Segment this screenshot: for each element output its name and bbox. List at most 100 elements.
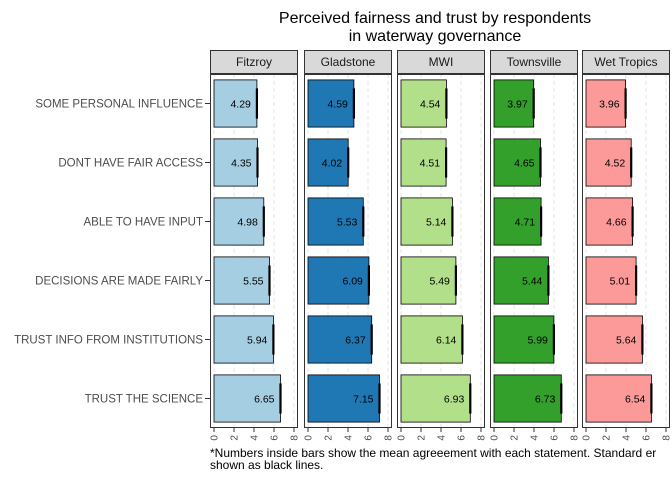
bar [213, 374, 281, 423]
data-label: 4.51 [420, 158, 441, 170]
bar [213, 315, 274, 364]
x-tick-label: 2 [510, 435, 521, 441]
x-tick-label: 4 [344, 435, 355, 441]
x-tick-label: 8 [384, 435, 395, 441]
category-axis-labels: SOME PERSONAL INFLUENCE DONT HAVE FAIR AC… [14, 99, 210, 406]
x-tick-label: 8 [477, 435, 488, 441]
bar [307, 138, 349, 187]
data-label: 7.15 [353, 394, 374, 406]
bar [213, 197, 265, 246]
bar [307, 197, 364, 246]
chart-title: Perceived fairness and trust by responde… [279, 10, 591, 45]
x-tick-label: 8 [570, 435, 581, 441]
bar [400, 374, 471, 423]
x-tick-label: 4 [250, 435, 261, 441]
x-tick-label: 6 [364, 435, 375, 441]
bar [585, 138, 632, 187]
data-label: 4.98 [237, 217, 258, 229]
data-label: 6.09 [342, 276, 363, 288]
x-tick-label: 2 [324, 435, 335, 441]
category-label: ABLE TO HAVE INPUT [83, 217, 203, 229]
bar [307, 256, 370, 305]
data-label: 5.01 [610, 276, 631, 288]
category-label: TRUST INFO FROM INSTITUTIONS [14, 335, 203, 347]
bar [307, 79, 355, 128]
facet-panel-border [582, 74, 670, 428]
facet-strip [304, 50, 392, 74]
data-label: 5.94 [247, 335, 268, 347]
data-label: 4.65 [514, 158, 535, 170]
facet-strip-label: Wet Tropics [594, 55, 657, 69]
facet-strip [397, 50, 485, 74]
facet-panel: MWI 4.54 4.51 5.14 5.49 6.14 6.93 0 2 4 6 8 [397, 50, 488, 441]
x-tick-label: 8 [290, 435, 301, 441]
bar [493, 138, 541, 187]
x-tick-label: 2 [230, 435, 241, 441]
data-label: 5.49 [429, 276, 450, 288]
bar [307, 315, 373, 364]
facet-panel-border [304, 74, 392, 428]
bar [493, 197, 542, 246]
x-tick-label: 2 [417, 435, 428, 441]
data-label: 5.64 [616, 335, 637, 347]
bar [307, 374, 380, 423]
data-label: 4.54 [420, 99, 441, 111]
category-label: SOME PERSONAL INFLUENCE [35, 99, 203, 111]
x-tick-label: 6 [457, 435, 468, 441]
facet-panel-border [210, 74, 298, 428]
caption-line-2: shown as black lines. [210, 458, 324, 472]
bar [400, 197, 453, 246]
facet-strip [210, 50, 298, 74]
data-label: 6.73 [535, 394, 556, 406]
facet-panel: Wet Tropics 3.96 4.52 4.66 5.01 5.64 6.54 0 2 4 6 8 [582, 50, 672, 441]
x-tick-label: 0 [490, 435, 501, 441]
data-label: 4.52 [605, 158, 626, 170]
data-label: 4.66 [606, 217, 627, 229]
data-label: 4.71 [515, 217, 536, 229]
data-label: 5.99 [527, 335, 548, 347]
bar [400, 256, 457, 305]
x-tick-label: 6 [270, 435, 281, 441]
data-label: 6.65 [254, 394, 275, 406]
data-label: 4.02 [322, 158, 343, 170]
data-label: 3.97 [507, 99, 528, 111]
bar [213, 138, 258, 187]
data-label: 5.53 [337, 217, 358, 229]
facet-strip [490, 50, 578, 74]
x-tick-label: 6 [642, 435, 653, 441]
data-label: 5.14 [426, 217, 447, 229]
category-label: DONT HAVE FAIR ACCESS [58, 158, 203, 170]
x-tick-label: 0 [582, 435, 593, 441]
facet-strip-label: MWI [429, 55, 454, 69]
x-tick-label: 0 [210, 435, 221, 441]
x-tick-label: 4 [530, 435, 541, 441]
data-label: 4.29 [230, 99, 251, 111]
data-label: 6.54 [625, 394, 646, 406]
data-label: 4.59 [327, 99, 348, 111]
facet-strip-label: Townsville [507, 55, 562, 69]
bar [400, 138, 447, 187]
category-label: DECISIONS ARE MADE FAIRLY [35, 276, 203, 288]
facet-panel: Townsville 3.97 4.65 4.71 5.44 5.99 6.73 0 2 4 6 8 [490, 50, 581, 441]
x-tick-label: 0 [304, 435, 315, 441]
facet-strip-label: Gladstone [321, 55, 376, 69]
data-label: 3.96 [599, 99, 620, 111]
x-tick-label: 0 [397, 435, 408, 441]
bar [585, 256, 637, 305]
data-label: 6.37 [345, 335, 366, 347]
bar [585, 374, 652, 423]
facet-strip-label: Fitzroy [236, 55, 272, 69]
x-tick-label: 4 [437, 435, 448, 441]
bar [213, 79, 258, 128]
bar [585, 315, 643, 364]
x-tick-label: 2 [602, 435, 613, 441]
x-tick-label: 4 [622, 435, 633, 441]
x-tick-label: 8 [662, 435, 672, 441]
data-label: 6.14 [436, 335, 457, 347]
chart-title-line-2: in waterway governance [349, 28, 522, 45]
facet-panel-border [397, 74, 485, 428]
facet-panel-border [490, 74, 578, 428]
caption-line-1: *Numbers inside bars show the mean agree… [210, 446, 657, 460]
